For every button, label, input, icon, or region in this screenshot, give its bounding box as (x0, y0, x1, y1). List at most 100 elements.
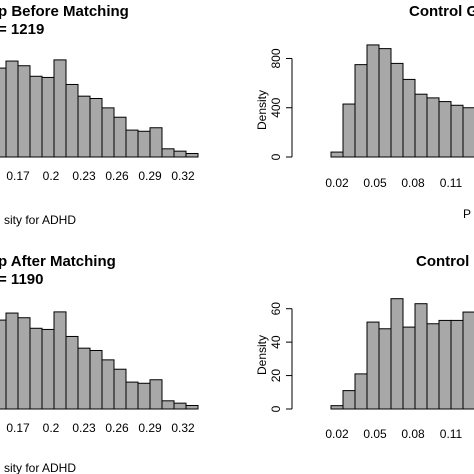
histogram-bar (113, 116, 127, 158)
histogram-bar (378, 328, 392, 410)
panel-title: Control G (409, 3, 474, 20)
histogram-bar (161, 148, 175, 158)
histogram-bar (17, 65, 31, 158)
histogram-bar (414, 303, 428, 410)
histogram-bar (125, 381, 139, 410)
y-tick-label: 20 (269, 369, 283, 383)
y-tick-label: 400 (269, 97, 283, 117)
histogram-bar (426, 97, 440, 158)
x-tick-label: 0.05 (363, 427, 387, 441)
histogram-bar (65, 83, 79, 158)
histogram-bar (342, 390, 356, 410)
x-tick-label: 0.29 (138, 421, 162, 435)
x-tick-label: 0.23 (72, 169, 96, 183)
x-axis-label: P (463, 207, 471, 221)
histogram-bar (137, 130, 151, 158)
y-tick-label: 0 (269, 405, 283, 412)
histogram-bar (29, 327, 43, 410)
histogram-bar (402, 326, 416, 410)
histogram-bar (89, 350, 103, 410)
histogram-bar (426, 323, 440, 410)
histogram-bar (101, 107, 115, 158)
y-tick-label: 40 (269, 335, 283, 349)
histogram-bar (149, 127, 163, 158)
histogram-bar (125, 129, 139, 158)
y-tick-label: 60 (269, 302, 283, 316)
panel-4: Control 0.02 0.05 0.08 0.11 0 20 40 60 Density (255, 253, 474, 441)
x-tick-label: 0.29 (138, 169, 162, 183)
panel-2: Control G 0.02 0.05 0.08 0.11 P 0 400 800 Density (255, 3, 474, 221)
panel-1: p Before Matching= 1219 0.17 0.2 0.23 0.26 0.… (0, 3, 199, 227)
x-tick-label: 0.26 (105, 169, 129, 183)
x-tick-label: 0.02 (325, 427, 349, 441)
histogram-bar (65, 335, 79, 410)
histogram-bar (0, 67, 7, 158)
histogram-bar (390, 62, 404, 158)
histogram-bar (462, 107, 474, 158)
histogram-bar (17, 317, 31, 410)
x-axis-label: sity for ADHD (4, 461, 76, 474)
x-tick-label: 0.2 (43, 421, 60, 435)
x-tick-label: 0.17 (6, 169, 30, 183)
histogram-bar (438, 319, 452, 410)
histogram-bar (438, 101, 452, 158)
histogram-bar (0, 319, 7, 410)
histogram-bar (450, 319, 464, 410)
histogram-bar (402, 78, 416, 158)
y-tick-label: 800 (269, 48, 283, 68)
histogram-bar (450, 104, 464, 158)
histogram-bar (113, 368, 127, 410)
histogram-bar (5, 60, 19, 158)
panel-title: Control (416, 253, 469, 270)
histogram-bar (161, 400, 175, 410)
histogram-bar (29, 75, 43, 158)
histogram-bar (366, 321, 380, 410)
histogram-bar (77, 347, 91, 410)
y-axis-label: Density (255, 90, 269, 130)
y-axis-label: Density (255, 335, 269, 375)
histogram-bar (53, 311, 67, 410)
histogram-bar (185, 152, 199, 158)
histogram-bar (41, 328, 55, 410)
histogram-bar (173, 402, 187, 410)
histogram-bar (53, 59, 67, 158)
histogram-bar (366, 44, 380, 158)
histogram-bar (354, 373, 368, 410)
histogram-bar (173, 150, 187, 158)
x-tick-label: 0.32 (171, 421, 195, 435)
histogram-bar (137, 382, 151, 410)
histogram-bar (185, 404, 199, 410)
x-tick-label: 0.11 (440, 176, 463, 190)
histogram-bar (342, 103, 356, 158)
x-tick-label: 0.23 (72, 421, 96, 435)
x-tick-label: 0.08 (401, 176, 425, 190)
histogram-bar (101, 359, 115, 410)
x-axis-label: sity for ADHD (4, 213, 76, 227)
panel-3: p After Matching= 1190 0.17 0.2 0.23 0.26 0.2… (0, 253, 199, 474)
x-tick-label: 0.08 (401, 427, 425, 441)
histogram-bar (77, 95, 91, 158)
histogram-bar (41, 76, 55, 158)
histogram-bar (354, 64, 368, 158)
x-tick-label: 0.26 (105, 421, 129, 435)
x-tick-label: 0.2 (43, 169, 60, 183)
panel-title: p Before Matching (0, 3, 129, 20)
x-tick-label: 0.17 (6, 421, 30, 435)
histogram-bar (462, 311, 474, 410)
panel-title: p After Matching (0, 253, 116, 270)
x-tick-label: 0.11 (440, 427, 463, 441)
histogram-bar (330, 151, 344, 158)
histogram-bar (5, 312, 19, 410)
x-tick-label: 0.05 (363, 176, 387, 190)
histogram-bar (89, 98, 103, 158)
x-tick-label: 0.32 (171, 169, 195, 183)
histogram-bar (390, 298, 404, 410)
histogram-bar (414, 93, 428, 158)
histogram-bar (378, 48, 392, 158)
panel-subtitle: = 1219 (0, 21, 44, 38)
histogram-bar (149, 379, 163, 410)
y-tick-label: 0 (269, 153, 283, 160)
x-tick-label: 0.02 (325, 176, 349, 190)
histogram-bar (330, 405, 344, 410)
